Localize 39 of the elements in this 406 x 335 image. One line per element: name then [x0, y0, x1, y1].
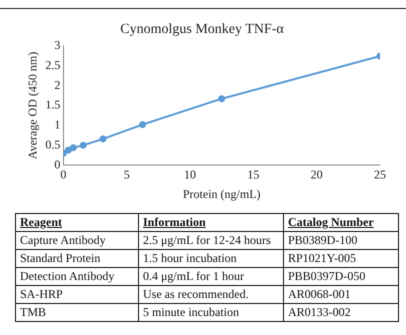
text: Reagent	[16, 214, 138, 232]
y-tick-label: 0.5	[45, 137, 60, 152]
text: 2.5 μg/mL for 12-24 hours	[138, 232, 284, 250]
chart-title: Cynomolgus Monkey TNF-α	[120, 22, 284, 38]
point	[80, 142, 87, 149]
text: Use as recommended.	[138, 286, 284, 304]
point	[64, 146, 72, 154]
point	[99, 135, 106, 142]
y-tick-label: 1	[54, 118, 60, 132]
x-tick-label: 20	[310, 168, 323, 182]
y-tick-label: 2.5	[45, 58, 60, 72]
x-tick-label: 25	[374, 168, 386, 182]
text: AR0068-001	[284, 286, 398, 304]
y-tick-label: 0	[54, 157, 60, 172]
y-axis-title: Average OD (450 nm)	[25, 52, 40, 160]
x-tick-label: 5	[124, 168, 130, 182]
text: PB0389D-100	[284, 232, 398, 250]
text: PBB0397D-050	[284, 268, 398, 286]
text: Detection Antibody	[16, 268, 138, 286]
point	[218, 95, 226, 102]
text: SA-HRP	[16, 286, 138, 304]
text: Capture Antibody	[16, 232, 138, 250]
y-tick-label: 3	[54, 38, 60, 52]
text: Catalog Number	[284, 214, 398, 232]
text: RP1021Y-005	[284, 250, 398, 268]
text: Information	[138, 214, 284, 232]
text: 5 minute incubation	[138, 304, 284, 322]
x-tick-label: 10	[184, 168, 196, 182]
text: AR0133-002	[284, 304, 398, 322]
point	[70, 144, 77, 152]
y-tick-label: 1.5	[45, 98, 60, 112]
text: 0.4 μg/mL for 1 hour	[138, 268, 284, 286]
x-axis-title: Protein (ng/mL)	[182, 186, 261, 201]
y-tick-label: 2	[54, 78, 60, 92]
point	[139, 121, 146, 128]
text: TMB	[16, 304, 138, 322]
text: Standard Protein	[16, 250, 138, 268]
x-tick-label: 15	[247, 168, 260, 182]
text: 1.5 hour incubation	[138, 250, 284, 268]
